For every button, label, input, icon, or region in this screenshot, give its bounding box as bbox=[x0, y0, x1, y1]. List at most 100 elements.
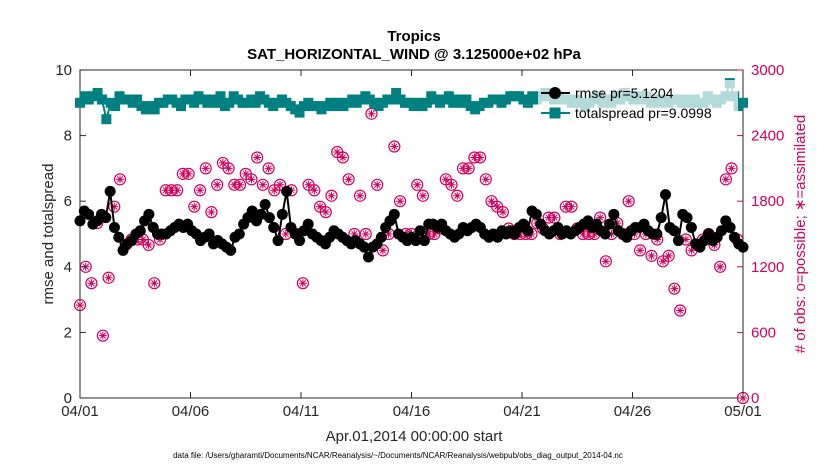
y-tick-label-right: 3000 bbox=[751, 62, 784, 79]
y-tick-label-right: 0 bbox=[751, 390, 759, 407]
tick-layer: 04/01 04/06 04/11 04/16 04/21 04/26 05/0102468… bbox=[55, 62, 784, 420]
obs-possible-circle bbox=[211, 178, 224, 191]
rmse-point bbox=[259, 198, 271, 210]
totalspread-point bbox=[443, 91, 454, 102]
obs-marker bbox=[113, 173, 127, 186]
legend-rmse-marker bbox=[549, 87, 561, 99]
obs-possible-circle bbox=[359, 227, 372, 241]
obs-possible-circle bbox=[188, 200, 201, 213]
rmse-point bbox=[108, 221, 120, 233]
obs-marker bbox=[193, 184, 207, 197]
obs-assimilated-asterisk bbox=[607, 230, 616, 238]
obs-possible-circle bbox=[445, 178, 458, 191]
obs-assimilated-asterisk bbox=[184, 169, 193, 178]
rmse-point bbox=[281, 185, 293, 197]
rmse-point bbox=[362, 251, 374, 263]
obs-assimilated-asterisk bbox=[236, 180, 245, 189]
totalspread-point bbox=[738, 97, 748, 108]
obs-assimilated-asterisk bbox=[687, 246, 696, 255]
obs-possible-circle bbox=[462, 162, 475, 175]
x-tick-label: 05/01 bbox=[724, 403, 762, 420]
obs-possible-circle bbox=[325, 189, 338, 202]
totalspread-point bbox=[294, 107, 305, 118]
obs-possible-circle bbox=[376, 244, 390, 257]
chart-title: Tropics bbox=[387, 28, 440, 45]
obs-possible-circle bbox=[622, 195, 635, 208]
obs-marker bbox=[262, 162, 275, 175]
rmse-point bbox=[74, 215, 86, 227]
obs-marker bbox=[388, 140, 401, 153]
obs-possible-circle bbox=[388, 140, 401, 153]
legend: rmse pr=5.1204 totalspread pr=9.0998 bbox=[538, 80, 738, 124]
obs-marker bbox=[308, 184, 321, 197]
obs-possible-circle bbox=[565, 200, 578, 213]
rmse-point bbox=[608, 208, 620, 220]
rmse-point bbox=[104, 185, 116, 197]
obs-marker bbox=[719, 173, 732, 186]
obs-assimilated-asterisk bbox=[298, 279, 307, 288]
y-axis-label-right: # of obs: o=possible; ∗=assimilated bbox=[792, 115, 809, 354]
obs-marker bbox=[462, 162, 475, 175]
obs-assimilated-asterisk bbox=[190, 202, 199, 211]
obs-assimilated-asterisk bbox=[441, 175, 450, 184]
obs-assimilated-asterisk bbox=[396, 197, 405, 206]
obs-assimilated-asterisk bbox=[316, 202, 325, 211]
obs-assimilated-asterisk bbox=[453, 191, 462, 200]
obs-assimilated-asterisk bbox=[716, 262, 725, 271]
obs-assimilated-asterisk bbox=[218, 158, 227, 167]
obs-possible-circle bbox=[262, 162, 275, 175]
obs-marker bbox=[548, 211, 561, 224]
rmse-point bbox=[302, 218, 314, 230]
obs-possible-circle bbox=[336, 151, 350, 164]
obs-possible-circle bbox=[548, 211, 561, 224]
obs-marker bbox=[371, 178, 384, 191]
obs-marker bbox=[668, 282, 681, 295]
rmse-point bbox=[660, 189, 672, 201]
obs-marker bbox=[445, 178, 458, 191]
obs-assimilated-asterisk bbox=[681, 235, 690, 244]
obs-assimilated-asterisk bbox=[150, 279, 159, 288]
rmse-point bbox=[737, 241, 749, 253]
obs-marker bbox=[714, 260, 727, 273]
obs-assimilated-asterisk bbox=[258, 180, 267, 189]
rmse-point bbox=[134, 225, 146, 237]
obs-assimilated-asterisk bbox=[270, 186, 279, 195]
obs-possible-circle bbox=[719, 173, 732, 186]
y-tick-label-left: 0 bbox=[64, 390, 72, 407]
obs-assimilated-asterisk bbox=[104, 273, 113, 282]
obs-marker bbox=[102, 271, 115, 284]
obs-assimilated-asterisk bbox=[481, 175, 490, 184]
obs-possible-circle bbox=[205, 206, 218, 219]
obs-assimilated-asterisk bbox=[430, 230, 439, 238]
obs-marker bbox=[365, 107, 378, 120]
x-tick-label: 04/21 bbox=[503, 403, 541, 420]
obs-possible-circle bbox=[142, 238, 155, 252]
obs-marker bbox=[171, 184, 184, 197]
y-tick-label-left: 8 bbox=[64, 128, 72, 145]
obs-assimilated-asterisk bbox=[344, 175, 353, 184]
totalspread-point bbox=[522, 97, 533, 108]
obs-marker bbox=[622, 195, 635, 208]
obs-assimilated-asterisk bbox=[76, 301, 84, 310]
obs-assimilated-asterisk bbox=[224, 164, 233, 173]
obs-assimilated-asterisk bbox=[110, 202, 119, 211]
rmse-point bbox=[113, 231, 125, 243]
y-tick-label-left: 4 bbox=[64, 259, 72, 276]
obs-assimilated-asterisk bbox=[281, 230, 290, 238]
obs-assimilated-asterisk bbox=[658, 257, 667, 266]
legend-spread-marker bbox=[549, 107, 561, 119]
y-tick-label-left: 2 bbox=[64, 324, 72, 341]
obs-assimilated-asterisk bbox=[550, 213, 559, 222]
obs-possible-circle bbox=[233, 178, 247, 191]
obs-possible-circle bbox=[245, 173, 258, 186]
obs-assimilated-asterisk bbox=[98, 331, 107, 340]
obs-marker bbox=[725, 162, 738, 175]
obs-assimilated-asterisk bbox=[727, 164, 736, 173]
obs-assimilated-asterisk bbox=[636, 246, 645, 255]
obs-possible-circle bbox=[102, 271, 115, 284]
obs-possible-circle bbox=[371, 178, 384, 191]
rmse-point bbox=[83, 208, 95, 220]
obs-marker bbox=[142, 238, 155, 252]
obs-assimilated-asterisk bbox=[338, 153, 347, 162]
obs-marker bbox=[73, 298, 87, 312]
